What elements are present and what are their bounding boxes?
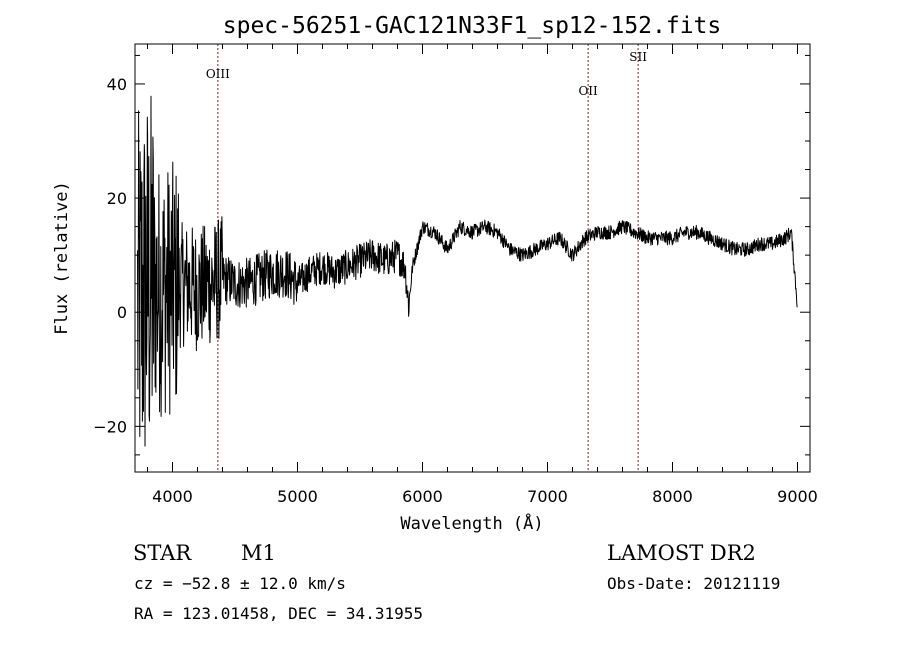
- ra-dec-coordinates: RA = 123.01458, DEC = 34.31955: [134, 604, 423, 623]
- object-class: STAR: [133, 541, 192, 565]
- x-tick-label: 8000: [652, 487, 693, 506]
- emission-line-label: OIII: [206, 67, 230, 81]
- chart-title: spec-56251-GAC121N33F1_sp12-152.fits: [223, 13, 722, 39]
- survey-name: LAMOST DR2: [607, 541, 756, 565]
- redshift-cz: cz = −52.8 ± 12.0 km/s: [134, 574, 346, 593]
- y-axis: −20 0 20 40: [93, 54, 810, 456]
- plot-area: OIII OII SII: [137, 44, 798, 472]
- x-tick-label: 5000: [277, 487, 318, 506]
- x-axis: 4000 5000 6000 7000 8000 9000: [147, 44, 818, 506]
- spectrum-series-line: [137, 95, 798, 447]
- object-subclass: M1: [241, 541, 276, 565]
- x-tick-label: 4000: [152, 487, 193, 506]
- plot-frame: [134, 43, 811, 473]
- x-axis-label: Wavelength (Å): [400, 512, 543, 534]
- emission-line-label: OII: [578, 84, 598, 98]
- y-tick-label: 0: [117, 303, 127, 322]
- y-tick-label: −20: [93, 417, 127, 436]
- y-axis-label: Flux (relative): [52, 181, 72, 335]
- y-tick-label: 20: [107, 189, 127, 208]
- x-tick-label: 9000: [777, 487, 818, 506]
- emission-line-label: SII: [629, 50, 647, 64]
- observation-date: Obs-Date: 20121119: [607, 574, 780, 593]
- x-tick-label: 7000: [527, 487, 568, 506]
- y-tick-label: 40: [107, 75, 127, 94]
- x-tick-label: 6000: [402, 487, 443, 506]
